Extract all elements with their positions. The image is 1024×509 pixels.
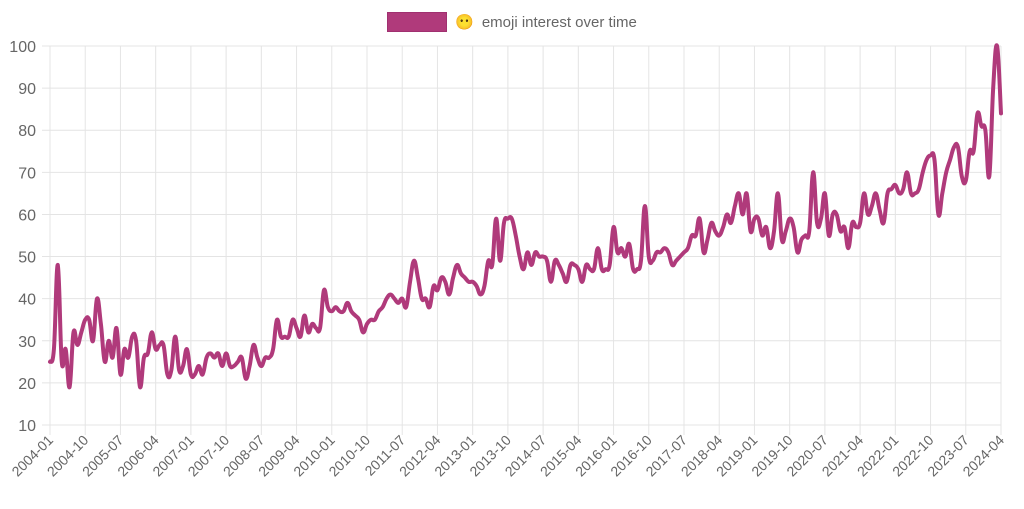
y-tick-label: 70: [18, 165, 36, 182]
y-tick-label: 60: [18, 207, 36, 224]
y-tick-label: 10: [18, 418, 36, 435]
x-axis: 2004-012004-102005-072006-042007-012007-…: [8, 432, 1007, 480]
legend-swatch: [387, 12, 448, 32]
y-axis: 100 90 80 70 60 50 40 30 20 10: [9, 39, 36, 435]
grid: [42, 45, 1002, 435]
legend-label: emoji interest over time: [481, 13, 637, 31]
y-tick-label: 50: [18, 250, 36, 267]
y-tick-label: 20: [18, 376, 36, 393]
legend[interactable]: 😶 emoji interest over time: [0, 12, 1024, 32]
y-tick-label: 90: [18, 81, 36, 98]
y-tick-label: 80: [18, 123, 36, 140]
series-line: [48, 43, 1003, 390]
y-tick-label: 100: [9, 39, 36, 56]
legend-emoji-icon: 😶: [455, 14, 474, 31]
data-points: [49, 45, 1002, 388]
y-tick-label: 30: [18, 334, 36, 351]
y-tick-label: 40: [18, 292, 36, 309]
